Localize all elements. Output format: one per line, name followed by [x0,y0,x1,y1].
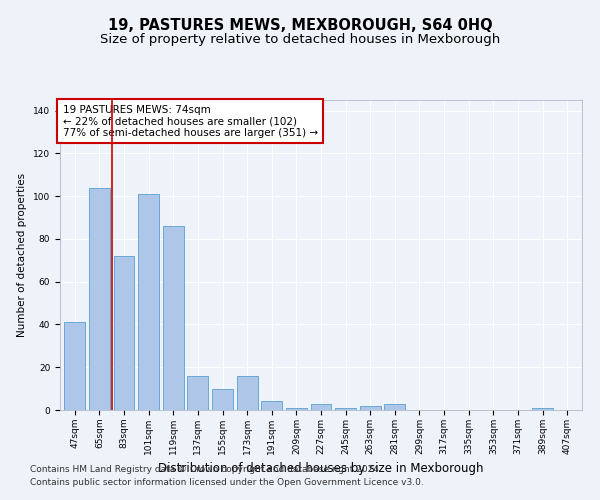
Bar [113,256,134,410]
Bar [311,404,331,410]
Text: 19 PASTURES MEWS: 74sqm
← 22% of detached houses are smaller (102)
77% of semi-d: 19 PASTURES MEWS: 74sqm ← 22% of detache… [62,104,318,138]
Y-axis label: Number of detached properties: Number of detached properties [17,173,28,337]
Bar [236,376,257,410]
Text: 19, PASTURES MEWS, MEXBOROUGH, S64 0HQ: 19, PASTURES MEWS, MEXBOROUGH, S64 0HQ [107,18,493,32]
Text: Contains public sector information licensed under the Open Government Licence v3: Contains public sector information licen… [30,478,424,487]
Bar [163,226,184,410]
Bar [385,404,406,410]
Bar [261,402,282,410]
Bar [286,408,307,410]
Bar [187,376,208,410]
Bar [138,194,159,410]
Bar [360,406,381,410]
Bar [532,408,553,410]
Bar [89,188,110,410]
Bar [212,388,233,410]
Bar [64,322,85,410]
Text: Contains HM Land Registry data © Crown copyright and database right 2024.: Contains HM Land Registry data © Crown c… [30,466,382,474]
Text: Size of property relative to detached houses in Mexborough: Size of property relative to detached ho… [100,32,500,46]
Bar [335,408,356,410]
X-axis label: Distribution of detached houses by size in Mexborough: Distribution of detached houses by size … [158,462,484,475]
